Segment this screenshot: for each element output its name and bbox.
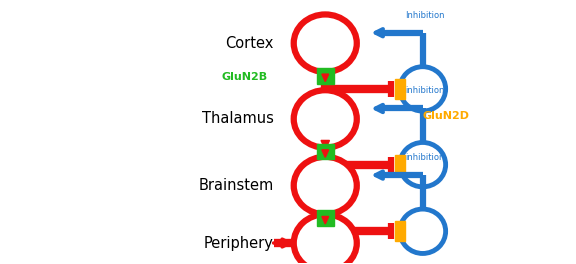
Text: inhibition: inhibition <box>406 86 445 95</box>
Ellipse shape <box>294 157 357 214</box>
Bar <box>317 210 334 226</box>
Polygon shape <box>321 69 329 78</box>
Ellipse shape <box>294 214 357 264</box>
Ellipse shape <box>400 143 446 187</box>
Text: GluN2B: GluN2B <box>222 72 268 82</box>
Polygon shape <box>321 140 329 150</box>
Ellipse shape <box>400 209 446 253</box>
Ellipse shape <box>400 67 446 111</box>
Ellipse shape <box>294 90 357 148</box>
Text: Brainstem: Brainstem <box>198 178 274 193</box>
Polygon shape <box>322 150 329 157</box>
Bar <box>395 155 405 175</box>
Bar <box>317 68 334 84</box>
Polygon shape <box>322 216 329 224</box>
Ellipse shape <box>294 15 357 72</box>
Text: GluN2D: GluN2D <box>422 111 469 121</box>
Bar <box>317 144 334 159</box>
Text: Thalamus: Thalamus <box>202 111 274 126</box>
Bar <box>395 79 405 99</box>
Bar <box>395 221 405 241</box>
Polygon shape <box>322 74 329 82</box>
Text: Inhibition: Inhibition <box>406 11 445 20</box>
Text: Periphery: Periphery <box>204 235 274 251</box>
Text: Cortex: Cortex <box>225 36 274 51</box>
Text: inhibition: inhibition <box>406 153 445 162</box>
